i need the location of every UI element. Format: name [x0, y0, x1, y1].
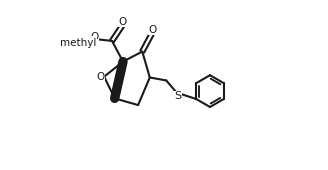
Text: O: O: [149, 25, 157, 35]
Text: O: O: [118, 17, 127, 27]
Text: O: O: [91, 32, 99, 42]
Text: S: S: [174, 91, 182, 101]
Text: methyl: methyl: [60, 38, 96, 48]
Text: O: O: [96, 72, 105, 82]
Text: methyl: methyl: [58, 37, 94, 47]
